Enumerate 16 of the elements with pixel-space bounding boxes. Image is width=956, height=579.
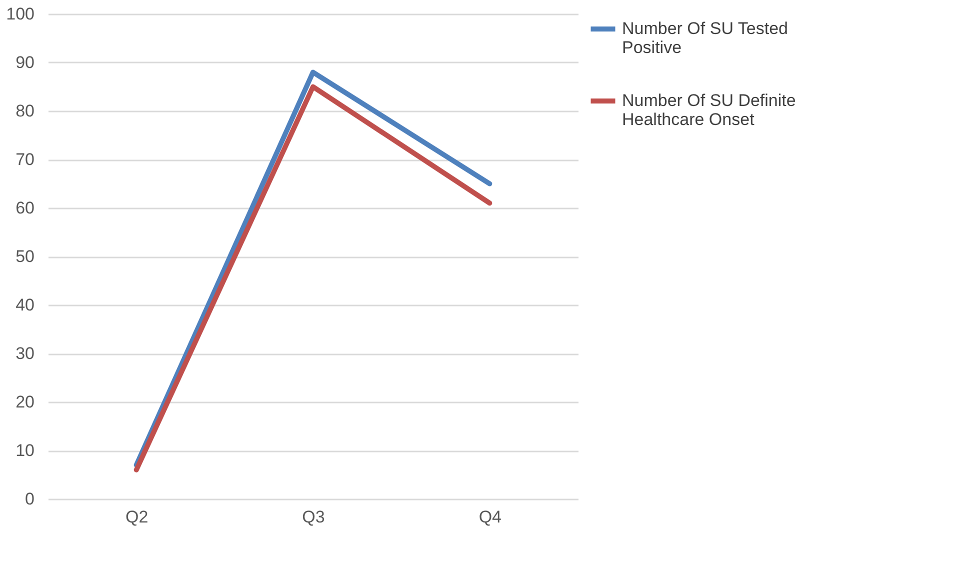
y-tick-label: 100 — [6, 4, 34, 24]
y-tick-label: 90 — [16, 53, 34, 72]
x-tick-label: Q4 — [478, 508, 502, 526]
y-tick-label: 60 — [16, 198, 34, 218]
y-tick-label: 70 — [16, 150, 34, 169]
y-tick-label: 20 — [16, 392, 34, 412]
legend-label: Number Of SU Definite Healthcare Onset — [622, 91, 796, 129]
x-tick-label: Q3 — [302, 508, 325, 526]
y-tick-label: 50 — [16, 247, 34, 266]
y-tick-label: 40 — [16, 296, 34, 314]
x-tick-label: Q2 — [125, 508, 148, 526]
legend-label: Number Of SU Tested Positive — [622, 19, 788, 57]
y-tick-label: 30 — [16, 344, 34, 363]
y-tick-label: 10 — [16, 441, 34, 460]
y-tick-label: 0 — [25, 490, 34, 508]
y-tick-label: 80 — [16, 102, 34, 120]
